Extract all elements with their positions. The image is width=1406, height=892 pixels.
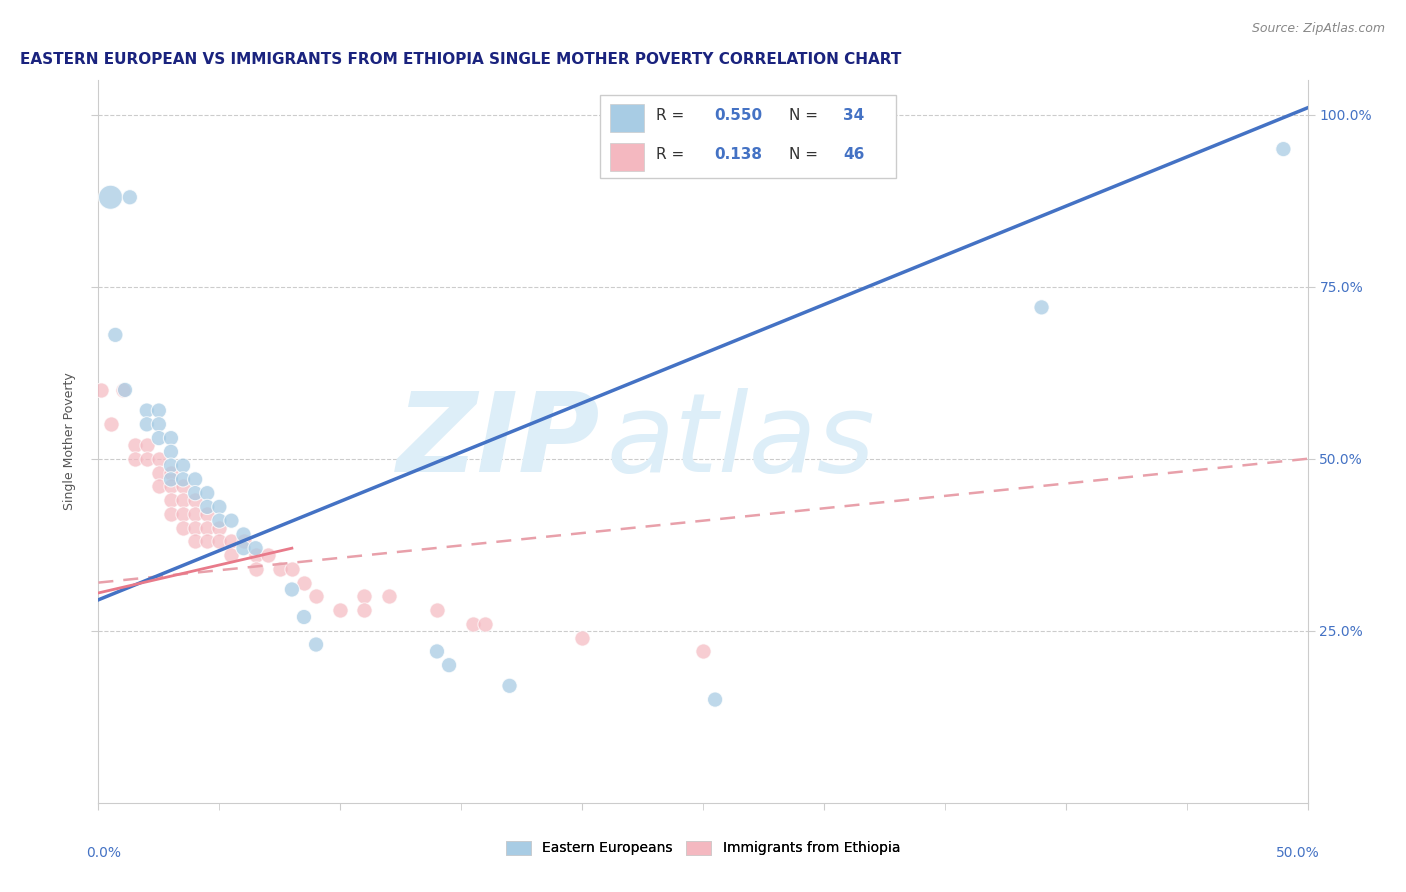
Point: [256, 548, 278, 562]
Point: [172, 520, 194, 534]
Point: [124, 451, 146, 466]
Point: [571, 631, 593, 645]
Text: 0.550: 0.550: [714, 108, 762, 123]
Point: [232, 527, 254, 541]
Point: [221, 548, 243, 562]
Text: atlas: atlas: [606, 388, 875, 495]
Point: [221, 514, 243, 528]
Point: [90, 383, 112, 397]
Point: [160, 458, 183, 473]
Point: [377, 590, 399, 604]
Point: [232, 541, 254, 556]
Text: 50.0%: 50.0%: [1275, 847, 1320, 860]
Point: [160, 479, 183, 493]
Point: [195, 534, 218, 549]
Point: [426, 603, 449, 617]
Text: R =: R =: [655, 147, 689, 162]
Point: [281, 562, 304, 576]
Point: [100, 417, 122, 432]
FancyBboxPatch shape: [610, 143, 644, 170]
Point: [195, 486, 218, 500]
Point: [195, 500, 218, 514]
Point: [1272, 142, 1295, 156]
FancyBboxPatch shape: [610, 104, 644, 132]
FancyBboxPatch shape: [600, 95, 897, 178]
Point: [195, 507, 218, 521]
Text: 34: 34: [844, 108, 865, 123]
Point: [148, 431, 170, 445]
Point: [437, 658, 460, 673]
Point: [184, 520, 207, 534]
Point: [135, 417, 157, 432]
Point: [135, 403, 157, 417]
Point: [160, 472, 183, 486]
Point: [292, 575, 315, 590]
Text: Source: ZipAtlas.com: Source: ZipAtlas.com: [1251, 22, 1385, 36]
Point: [353, 590, 375, 604]
Point: [208, 534, 231, 549]
Text: 0.0%: 0.0%: [86, 847, 121, 860]
Point: [426, 644, 449, 658]
Point: [160, 466, 183, 480]
Point: [111, 383, 134, 397]
Point: [184, 493, 207, 508]
Point: [221, 534, 243, 549]
Point: [148, 466, 170, 480]
Point: [195, 520, 218, 534]
Point: [208, 520, 231, 534]
Point: [353, 603, 375, 617]
Point: [160, 445, 183, 459]
Point: [184, 507, 207, 521]
Point: [124, 438, 146, 452]
Point: [160, 507, 183, 521]
Point: [172, 479, 194, 493]
Text: R =: R =: [655, 108, 689, 123]
Point: [114, 383, 136, 397]
Point: [184, 486, 207, 500]
Point: [172, 472, 194, 486]
Y-axis label: Single Mother Poverty: Single Mother Poverty: [62, 373, 76, 510]
Point: [118, 190, 141, 204]
Point: [498, 679, 520, 693]
Point: [172, 458, 194, 473]
Point: [245, 541, 267, 556]
Point: [172, 493, 194, 508]
Point: [1031, 301, 1053, 315]
Text: N =: N =: [789, 108, 823, 123]
Point: [704, 692, 727, 706]
Point: [269, 562, 291, 576]
Text: EASTERN EUROPEAN VS IMMIGRANTS FROM ETHIOPIA SINGLE MOTHER POVERTY CORRELATION C: EASTERN EUROPEAN VS IMMIGRANTS FROM ETHI…: [20, 52, 901, 67]
Point: [148, 403, 170, 417]
Point: [184, 472, 207, 486]
Point: [208, 514, 231, 528]
Point: [692, 644, 714, 658]
Legend: Eastern Europeans, Immigrants from Ethiopia: Eastern Europeans, Immigrants from Ethio…: [501, 835, 905, 861]
Point: [104, 327, 127, 342]
Point: [184, 534, 207, 549]
Text: N =: N =: [789, 147, 823, 162]
Point: [329, 603, 352, 617]
Point: [474, 616, 496, 631]
Point: [100, 190, 122, 204]
Point: [305, 590, 328, 604]
Point: [148, 451, 170, 466]
Point: [245, 562, 267, 576]
Text: 0.138: 0.138: [714, 147, 762, 162]
Text: 46: 46: [844, 147, 865, 162]
Point: [160, 431, 183, 445]
Point: [135, 438, 157, 452]
Point: [245, 548, 267, 562]
Point: [292, 610, 315, 624]
Point: [463, 616, 485, 631]
Point: [160, 493, 183, 508]
Point: [305, 638, 328, 652]
Point: [281, 582, 304, 597]
Point: [148, 479, 170, 493]
Point: [135, 451, 157, 466]
Point: [208, 500, 231, 514]
Point: [232, 534, 254, 549]
Point: [148, 417, 170, 432]
Text: ZIP: ZIP: [396, 388, 600, 495]
Point: [172, 507, 194, 521]
